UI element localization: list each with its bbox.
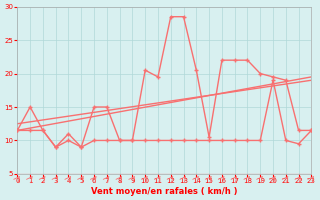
X-axis label: Vent moyen/en rafales ( km/h ): Vent moyen/en rafales ( km/h ) [91, 187, 238, 196]
